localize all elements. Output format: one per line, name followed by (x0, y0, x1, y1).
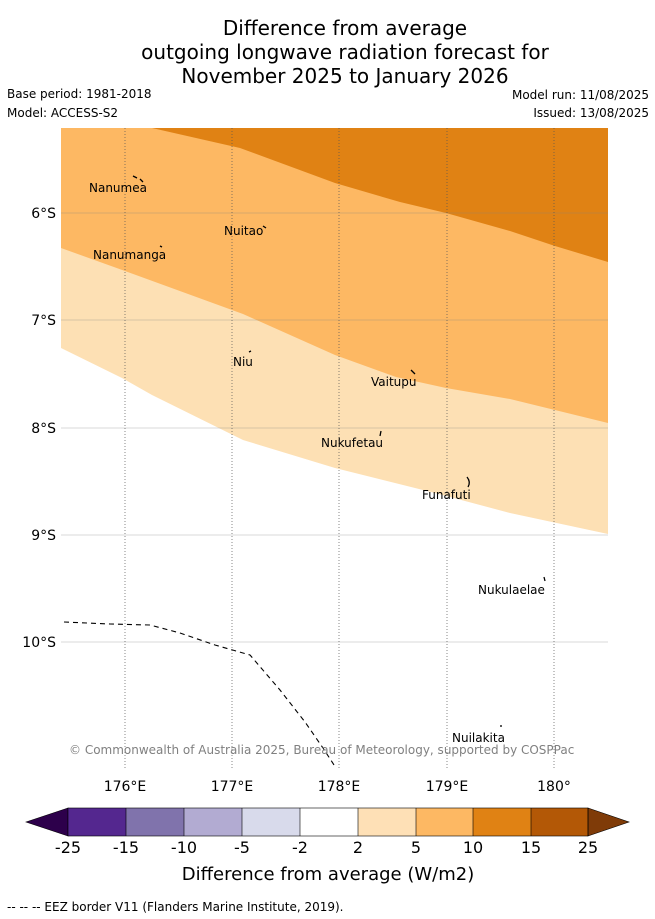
colorbar-swatch (68, 808, 126, 836)
lat-label-10s: 10°S (22, 635, 56, 651)
lat-label-9s: 9°S (31, 528, 56, 544)
colorbar-swatch (473, 808, 531, 836)
colorbar-under-arrow (25, 807, 69, 837)
colorbar-over-arrow (587, 807, 630, 837)
copyright-text: © Commonwealth of Australia 2025, Bureau… (69, 743, 574, 757)
lon-label-178e: 178°E (318, 779, 361, 795)
lat-label-8s: 8°S (31, 421, 56, 437)
lon-label-176e: 176°E (104, 779, 147, 795)
island-label-nanumanga: Nanumanga (93, 248, 166, 262)
lon-label-179e: 179°E (426, 779, 469, 795)
colorbar-label: 10 (463, 838, 483, 857)
nanumanga-island-shape (159, 245, 163, 248)
colorbar-swatch (358, 808, 416, 836)
title-line-2: outgoing longwave radiation forecast for (141, 40, 549, 64)
colorbar-label: -25 (55, 838, 81, 857)
colorbar-label: -10 (171, 838, 197, 857)
funafuti-island-shape (466, 476, 470, 488)
colorbar-label: 5 (411, 838, 421, 857)
lat-label-7s: 7°S (31, 313, 56, 329)
colorbar-label: 25 (578, 838, 598, 857)
issued-text: Issued: 13/08/2025 (533, 106, 649, 120)
title-line-3: November 2025 to January 2026 (181, 64, 509, 88)
lon-label-177e: 177°E (211, 779, 254, 795)
island-shapes (132, 175, 546, 727)
colorbar-swatch (531, 808, 588, 836)
nuitao-island-shape (262, 225, 267, 229)
island-label-funafuti: Funafuti (422, 488, 471, 502)
colorbar-label: 2 (353, 838, 363, 857)
island-label-nukulaelae: Nukulaelae (478, 583, 545, 597)
lat-label-6s: 6°S (31, 206, 56, 222)
anomaly-band-10-15 (152, 128, 608, 262)
nukufetau-island-shape (379, 430, 382, 437)
base-period-text: Base period: 1981-2018 (7, 87, 152, 101)
lon-label-180: 180° (537, 779, 571, 795)
chart-title: Difference from average outgoing longwav… (0, 16, 655, 88)
island-label-vaitupu: Vaitupu (371, 375, 417, 389)
colorbar-label: 15 (521, 838, 541, 857)
colorbar-label: -15 (113, 838, 139, 857)
niu-island-shape (248, 350, 252, 353)
colorbar-swatch (126, 808, 184, 836)
colorbar-label: -5 (234, 838, 250, 857)
title-line-1: Difference from average (222, 16, 468, 40)
colorbar: -25 -15 -10 -5 -2 2 5 10 15 25 Differenc… (25, 807, 630, 885)
colorbar-swatch (242, 808, 300, 836)
vaitupu-island-shape (410, 369, 416, 375)
map-plot-area: Nanumea Nuitao Nanumanga Niu Vaitupu Nuk… (61, 128, 608, 768)
island-label-niu: Niu (233, 355, 253, 369)
colorbar-title: Difference from average (W/m2) (182, 864, 474, 885)
island-label-nukufetau: Nukufetau (321, 436, 383, 450)
island-label-nuitao: Nuitao (224, 224, 263, 238)
latitude-gridlines (61, 212, 608, 643)
colorbar-swatch (184, 808, 242, 836)
nanumea-island-shape (132, 175, 144, 183)
island-label-nanumea: Nanumea (89, 181, 147, 195)
island-label-nuilakita: Nuilakita (452, 731, 505, 745)
eez-border-line (63, 621, 337, 768)
model-text: Model: ACCESS-S2 (7, 106, 119, 120)
colorbar-swatch (300, 808, 358, 836)
colorbar-swatch (416, 808, 473, 836)
eez-legend-text: -- -- -- EEZ border V11 (Flanders Marine… (7, 900, 344, 914)
nukulaelae-island-shape (543, 576, 546, 582)
model-run-text: Model run: 11/08/2025 (511, 88, 649, 102)
colorbar-label: -2 (292, 838, 308, 857)
